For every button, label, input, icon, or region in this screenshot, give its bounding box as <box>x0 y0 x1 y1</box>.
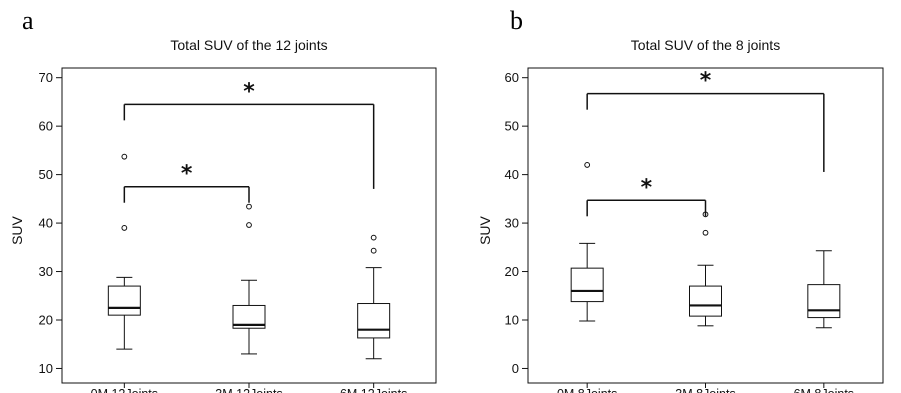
y-tick-label-b-30: 30 <box>505 216 519 231</box>
outlier-point-a-2-0 <box>370 247 377 254</box>
y-tick-label-a-70: 70 <box>39 70 53 85</box>
y-tick-label-a-20: 20 <box>39 313 53 328</box>
chart-title-b: Total SUV of the 8 joints <box>631 37 780 53</box>
sig-star-a-0: * <box>181 162 193 187</box>
x-category-label-b-0: 0M 8Joints <box>557 387 617 393</box>
boxplot-chart-a: Total SUV of the 12 joints SUV 10 20 30 40 50 6… <box>9 37 437 393</box>
box-a-2 <box>357 303 391 339</box>
y-tick-label-b-20: 20 <box>505 264 519 279</box>
y-tick-label-b-0: 0 <box>512 361 519 376</box>
chart-title-a: Total SUV of the 12 joints <box>170 37 327 53</box>
outlier-point-b-1-0 <box>702 229 709 236</box>
boxplot-chart-b: Total SUV of the 8 joints SUV 0 10 20 30 40 50 6… <box>477 37 884 393</box>
outlier-point-a-2-1 <box>370 234 377 241</box>
y-axis-title-b: SUV <box>477 215 493 244</box>
y-tick-label-a-40: 40 <box>39 216 53 231</box>
y-tick-label-a-60: 60 <box>39 119 53 134</box>
y-tick-label-b-10: 10 <box>505 313 519 328</box>
x-category-label-b-2: 6M 8Joints <box>794 387 854 393</box>
box-a-1 <box>232 304 266 329</box>
y-tick-label-b-40: 40 <box>505 167 519 182</box>
x-category-label-a-0: 0M 12Joints <box>91 387 158 393</box>
y-tick-label-b-50: 50 <box>505 119 519 134</box>
box-b-0 <box>570 267 604 303</box>
panel-label-a: a <box>22 6 34 35</box>
outlier-point-a-1-1 <box>246 203 252 210</box>
x-category-label-a-1: 3M 12Joints <box>215 387 282 393</box>
sig-star-b-0: * <box>641 175 653 200</box>
y-axis-title-a: SUV <box>9 215 25 244</box>
y-tick-label-a-10: 10 <box>39 361 53 376</box>
outlier-point-b-0-0 <box>584 162 591 168</box>
chart-panel-b: b Total SUV of the 8 joints SUV 0 10 20 30 40 5… <box>450 0 901 393</box>
x-category-label-b-1: 3M 8Joints <box>675 387 735 393</box>
y-tick-label-a-30: 30 <box>39 264 53 279</box>
sig-star-b-1: * <box>700 69 712 94</box>
sig-star-a-1: * <box>243 79 255 104</box>
box-b-1 <box>689 285 722 317</box>
plot-area-b <box>527 67 884 384</box>
box-b-2 <box>807 284 841 319</box>
chart-panel-a: a Total SUV of the 12 joints SUV 10 20 30 40 5… <box>0 0 450 393</box>
outlier-point-a-0-1 <box>121 153 128 160</box>
outlier-point-a-0-0 <box>121 225 128 231</box>
outlier-point-a-1-0 <box>246 222 252 228</box>
y-tick-label-a-50: 50 <box>39 167 53 182</box>
x-category-label-a-2: 6M 12Joints <box>340 387 407 393</box>
panel-label-b: b <box>510 6 523 35</box>
y-tick-label-b-60: 60 <box>505 70 519 85</box>
box-a-0 <box>107 285 141 316</box>
